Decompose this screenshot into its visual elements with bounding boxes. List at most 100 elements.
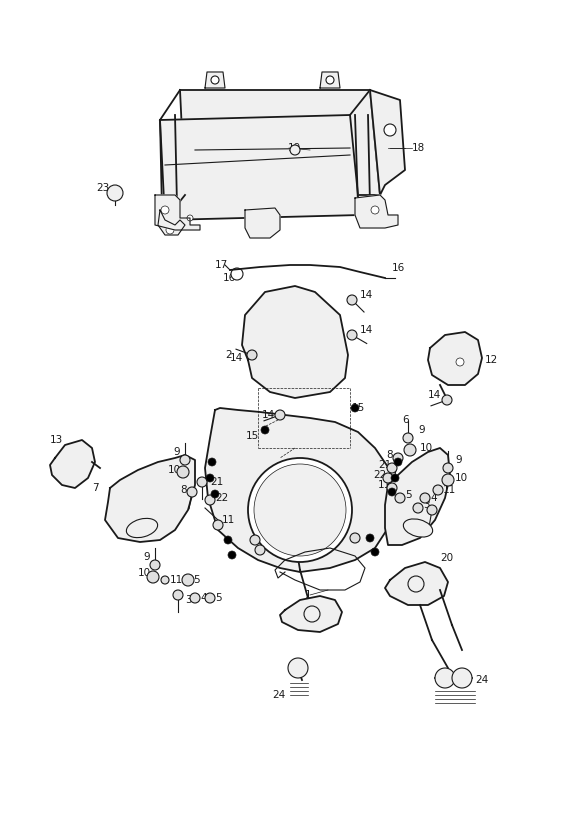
- Circle shape: [394, 458, 402, 466]
- Circle shape: [247, 350, 257, 360]
- Circle shape: [347, 295, 357, 305]
- Text: 4: 4: [430, 493, 437, 503]
- Text: 3: 3: [185, 595, 192, 605]
- Circle shape: [427, 505, 437, 515]
- Circle shape: [395, 493, 405, 503]
- Circle shape: [161, 576, 169, 584]
- Circle shape: [404, 444, 416, 456]
- Text: 7: 7: [92, 483, 99, 493]
- Text: 5: 5: [193, 575, 199, 585]
- Text: 14: 14: [428, 390, 441, 400]
- Text: 16: 16: [392, 263, 405, 273]
- Circle shape: [326, 76, 334, 84]
- Circle shape: [387, 463, 397, 473]
- Ellipse shape: [403, 519, 433, 537]
- Polygon shape: [180, 90, 380, 195]
- Circle shape: [443, 463, 453, 473]
- Circle shape: [275, 410, 285, 420]
- Circle shape: [197, 477, 207, 487]
- Text: 4: 4: [200, 593, 206, 603]
- Text: 16: 16: [223, 273, 236, 283]
- Text: 13: 13: [50, 435, 63, 445]
- Text: 23: 23: [96, 183, 109, 193]
- Text: 21: 21: [378, 460, 391, 470]
- Circle shape: [435, 668, 455, 688]
- Text: 9: 9: [455, 455, 462, 465]
- Circle shape: [413, 503, 423, 513]
- Text: 8: 8: [386, 450, 392, 460]
- Circle shape: [371, 548, 379, 556]
- Circle shape: [304, 606, 320, 622]
- Polygon shape: [105, 455, 195, 542]
- Circle shape: [452, 668, 472, 688]
- Polygon shape: [160, 115, 360, 220]
- Circle shape: [442, 395, 452, 405]
- Text: 10: 10: [168, 465, 181, 475]
- Polygon shape: [355, 195, 398, 228]
- Circle shape: [456, 358, 464, 366]
- Circle shape: [403, 433, 413, 443]
- Circle shape: [206, 474, 214, 482]
- Circle shape: [213, 520, 223, 530]
- Polygon shape: [385, 448, 450, 545]
- Circle shape: [205, 593, 215, 603]
- Text: 11: 11: [170, 575, 183, 585]
- Circle shape: [150, 560, 160, 570]
- Circle shape: [211, 490, 219, 498]
- Text: 3: 3: [423, 500, 430, 510]
- Polygon shape: [385, 562, 448, 605]
- Text: 2: 2: [225, 350, 231, 360]
- Circle shape: [177, 466, 189, 478]
- Circle shape: [161, 206, 169, 214]
- Text: 8: 8: [180, 485, 187, 495]
- Polygon shape: [242, 286, 348, 398]
- Text: 5: 5: [215, 593, 222, 603]
- Circle shape: [433, 485, 443, 495]
- Circle shape: [173, 590, 183, 600]
- Text: 22: 22: [373, 470, 387, 480]
- Circle shape: [182, 574, 194, 586]
- Circle shape: [288, 658, 308, 678]
- Circle shape: [187, 215, 193, 221]
- Polygon shape: [205, 408, 395, 572]
- Polygon shape: [245, 208, 280, 238]
- Text: 24: 24: [475, 675, 488, 685]
- Text: 15: 15: [352, 403, 366, 413]
- Text: 22: 22: [215, 493, 229, 503]
- Circle shape: [107, 185, 123, 201]
- Circle shape: [393, 453, 403, 463]
- Text: 9: 9: [143, 552, 150, 562]
- Circle shape: [261, 426, 269, 434]
- Polygon shape: [280, 596, 342, 632]
- Circle shape: [371, 206, 379, 214]
- Text: 6: 6: [402, 415, 409, 425]
- Text: 10: 10: [138, 568, 151, 578]
- Polygon shape: [155, 195, 200, 230]
- Circle shape: [187, 487, 197, 497]
- Text: 21: 21: [210, 477, 223, 487]
- Circle shape: [350, 533, 360, 543]
- Circle shape: [442, 474, 454, 486]
- Circle shape: [231, 268, 243, 280]
- Text: 14: 14: [262, 410, 275, 420]
- Circle shape: [208, 458, 216, 466]
- Circle shape: [255, 545, 265, 555]
- Circle shape: [351, 404, 359, 412]
- Circle shape: [290, 145, 300, 155]
- Circle shape: [254, 464, 346, 556]
- Ellipse shape: [127, 518, 157, 537]
- Polygon shape: [370, 90, 405, 195]
- Circle shape: [383, 473, 393, 483]
- Text: 19: 19: [288, 143, 301, 153]
- Text: 14: 14: [360, 290, 373, 300]
- Text: 9: 9: [173, 447, 180, 457]
- Circle shape: [388, 488, 396, 496]
- Text: 11: 11: [222, 515, 236, 525]
- Circle shape: [408, 576, 424, 592]
- Circle shape: [147, 571, 159, 583]
- Polygon shape: [205, 72, 225, 88]
- Circle shape: [347, 330, 357, 340]
- Text: 14: 14: [230, 353, 243, 363]
- Circle shape: [224, 536, 232, 544]
- Polygon shape: [428, 332, 482, 385]
